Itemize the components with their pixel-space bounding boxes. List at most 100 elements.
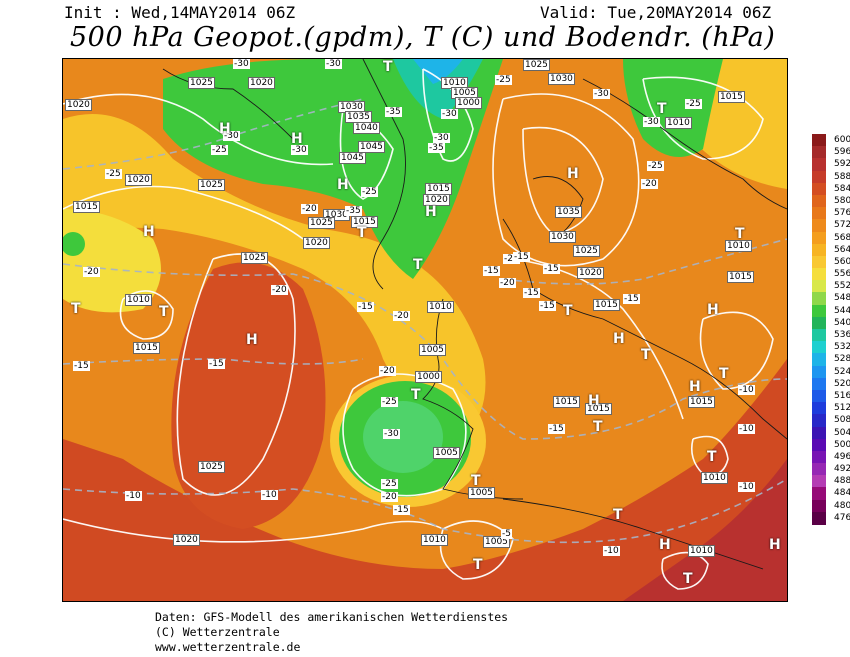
valid-time: Valid: Tue,20MAY2014 06Z bbox=[540, 3, 772, 22]
legend-value-label: 516 bbox=[834, 390, 850, 401]
legend-color-cell bbox=[812, 487, 826, 501]
legend-color-cell bbox=[812, 219, 826, 232]
legend-value-label: 596 bbox=[834, 147, 850, 158]
weather-map: 1025 1020 1025 1030 1015 1020 1030 1035 1040 1010… bbox=[62, 58, 788, 602]
isobar-label: 1030 bbox=[549, 231, 576, 243]
temperature-label: -35 bbox=[345, 206, 362, 216]
isobar-label: 1020 bbox=[65, 99, 92, 111]
map-field bbox=[63, 59, 787, 601]
isobar-label: 1015 bbox=[727, 271, 754, 283]
legend-color-cell bbox=[812, 280, 826, 293]
isobar-label: 1045 bbox=[339, 152, 366, 164]
isobar-label: 1045 bbox=[358, 141, 385, 153]
temperature-label: -15 bbox=[393, 505, 410, 515]
legend-value-label: 476 bbox=[834, 512, 850, 523]
legend-value-label: 536 bbox=[834, 330, 850, 340]
low-pressure-marker: T bbox=[413, 257, 423, 273]
temperature-label: -20 bbox=[83, 267, 100, 277]
legend-value-label: 524 bbox=[834, 366, 850, 377]
high-pressure-marker: H bbox=[588, 393, 600, 409]
isobar-label: 1005 bbox=[468, 487, 495, 499]
low-pressure-marker: T bbox=[357, 225, 367, 241]
legend-color-cell bbox=[812, 402, 826, 415]
legend-value-label: 532 bbox=[834, 342, 850, 353]
high-pressure-marker: H bbox=[337, 177, 349, 193]
temperature-label: -10 bbox=[738, 424, 755, 434]
isobar-label: 1015 bbox=[585, 403, 612, 415]
isobar-label: 1010 bbox=[427, 301, 454, 313]
low-pressure-marker: T bbox=[613, 507, 623, 523]
legend-color-cell bbox=[812, 316, 826, 330]
isobar-label: 1015 bbox=[351, 216, 378, 228]
isobar-label: 1020 bbox=[423, 194, 450, 206]
map-title: 500 hPa Geopot.(gpdm), T (C) und Bodendr… bbox=[70, 22, 776, 53]
temperature-label: -10 bbox=[261, 490, 278, 500]
high-pressure-marker: H bbox=[425, 204, 437, 220]
legend-color-cell bbox=[812, 231, 826, 245]
high-pressure-marker: H bbox=[143, 224, 155, 240]
legend-value-label: 504 bbox=[834, 427, 850, 438]
legend-value-label: 592 bbox=[834, 159, 850, 170]
isobar-label: 1040 bbox=[353, 122, 380, 134]
high-pressure-marker: H bbox=[769, 537, 781, 553]
temperature-label: -35 bbox=[385, 107, 402, 117]
temperature-label: -15 bbox=[483, 266, 500, 276]
legend-value-label: 556 bbox=[834, 269, 850, 280]
temperature-label: -10 bbox=[738, 482, 755, 492]
legend-value-label: 520 bbox=[834, 378, 850, 389]
isobar-label: 1025 bbox=[198, 179, 225, 191]
isobar-label: 1010 bbox=[665, 117, 692, 129]
temperature-label: -10 bbox=[738, 385, 755, 395]
legend-color-cell bbox=[812, 426, 826, 440]
isobar-label: 1025 bbox=[308, 217, 335, 229]
isobar-label: 1020 bbox=[173, 534, 200, 546]
isobar-label: 1010 bbox=[125, 294, 152, 306]
low-pressure-marker: T bbox=[593, 419, 603, 435]
isobar-label: 1010 bbox=[688, 545, 715, 557]
legend-value-label: 572 bbox=[834, 220, 850, 231]
temperature-label: -10 bbox=[125, 491, 142, 501]
isobar-label: 1010 bbox=[421, 534, 448, 546]
legend-color-cell bbox=[812, 329, 826, 342]
legend-value-label: 512 bbox=[834, 403, 850, 414]
legend-color-cell bbox=[812, 170, 826, 184]
legend-value-label: 492 bbox=[834, 464, 850, 475]
isobar-label: 1020 bbox=[577, 267, 604, 279]
legend-color-cell bbox=[812, 475, 826, 488]
legend-color-cell bbox=[812, 389, 826, 403]
temperature-label: -30 bbox=[325, 59, 342, 69]
temperature-label: -15 bbox=[513, 252, 530, 262]
temperature-label: -35 bbox=[428, 143, 445, 153]
legend-color-cell bbox=[812, 341, 826, 354]
footer-url[interactable]: www.wetterzentrale.de bbox=[155, 640, 301, 654]
isobar-label: 1025 bbox=[573, 245, 600, 257]
legend-value-label: 564 bbox=[834, 244, 850, 255]
legend-color-cell bbox=[812, 414, 826, 427]
init-time: Init : Wed,14MAY2014 06Z bbox=[64, 3, 296, 22]
temperature-label: -20 bbox=[381, 492, 398, 502]
temperature-label: -30 bbox=[433, 133, 450, 143]
legend-value-label: 552 bbox=[834, 281, 850, 292]
high-pressure-marker: H bbox=[246, 332, 258, 348]
temperature-label: -25 bbox=[685, 99, 702, 109]
legend-color-cell bbox=[812, 353, 826, 367]
high-pressure-marker: H bbox=[707, 302, 719, 318]
temperature-label: -30 bbox=[593, 89, 610, 99]
isobar-label: 1010 bbox=[441, 77, 468, 89]
legend-color-cell bbox=[812, 182, 826, 196]
temperature-label: -15 bbox=[539, 301, 556, 311]
temperature-label: -25 bbox=[361, 187, 378, 197]
isobar-label: 1015 bbox=[688, 396, 715, 408]
legend-value-label: 580 bbox=[834, 195, 850, 206]
temperature-label: -20 bbox=[393, 311, 410, 321]
legend-value-label: 480 bbox=[834, 500, 850, 511]
isobar-label: 1005 bbox=[419, 344, 446, 356]
legend-value-label: 500 bbox=[834, 439, 850, 450]
legend-color-cell bbox=[812, 194, 826, 208]
low-pressure-marker: T bbox=[383, 59, 393, 75]
temperature-label: -5 bbox=[501, 529, 512, 539]
low-pressure-marker: T bbox=[159, 304, 169, 320]
legend-color-cell bbox=[812, 255, 826, 269]
isobar-label: 1025 bbox=[523, 59, 550, 71]
legend-color-cell bbox=[812, 134, 826, 147]
